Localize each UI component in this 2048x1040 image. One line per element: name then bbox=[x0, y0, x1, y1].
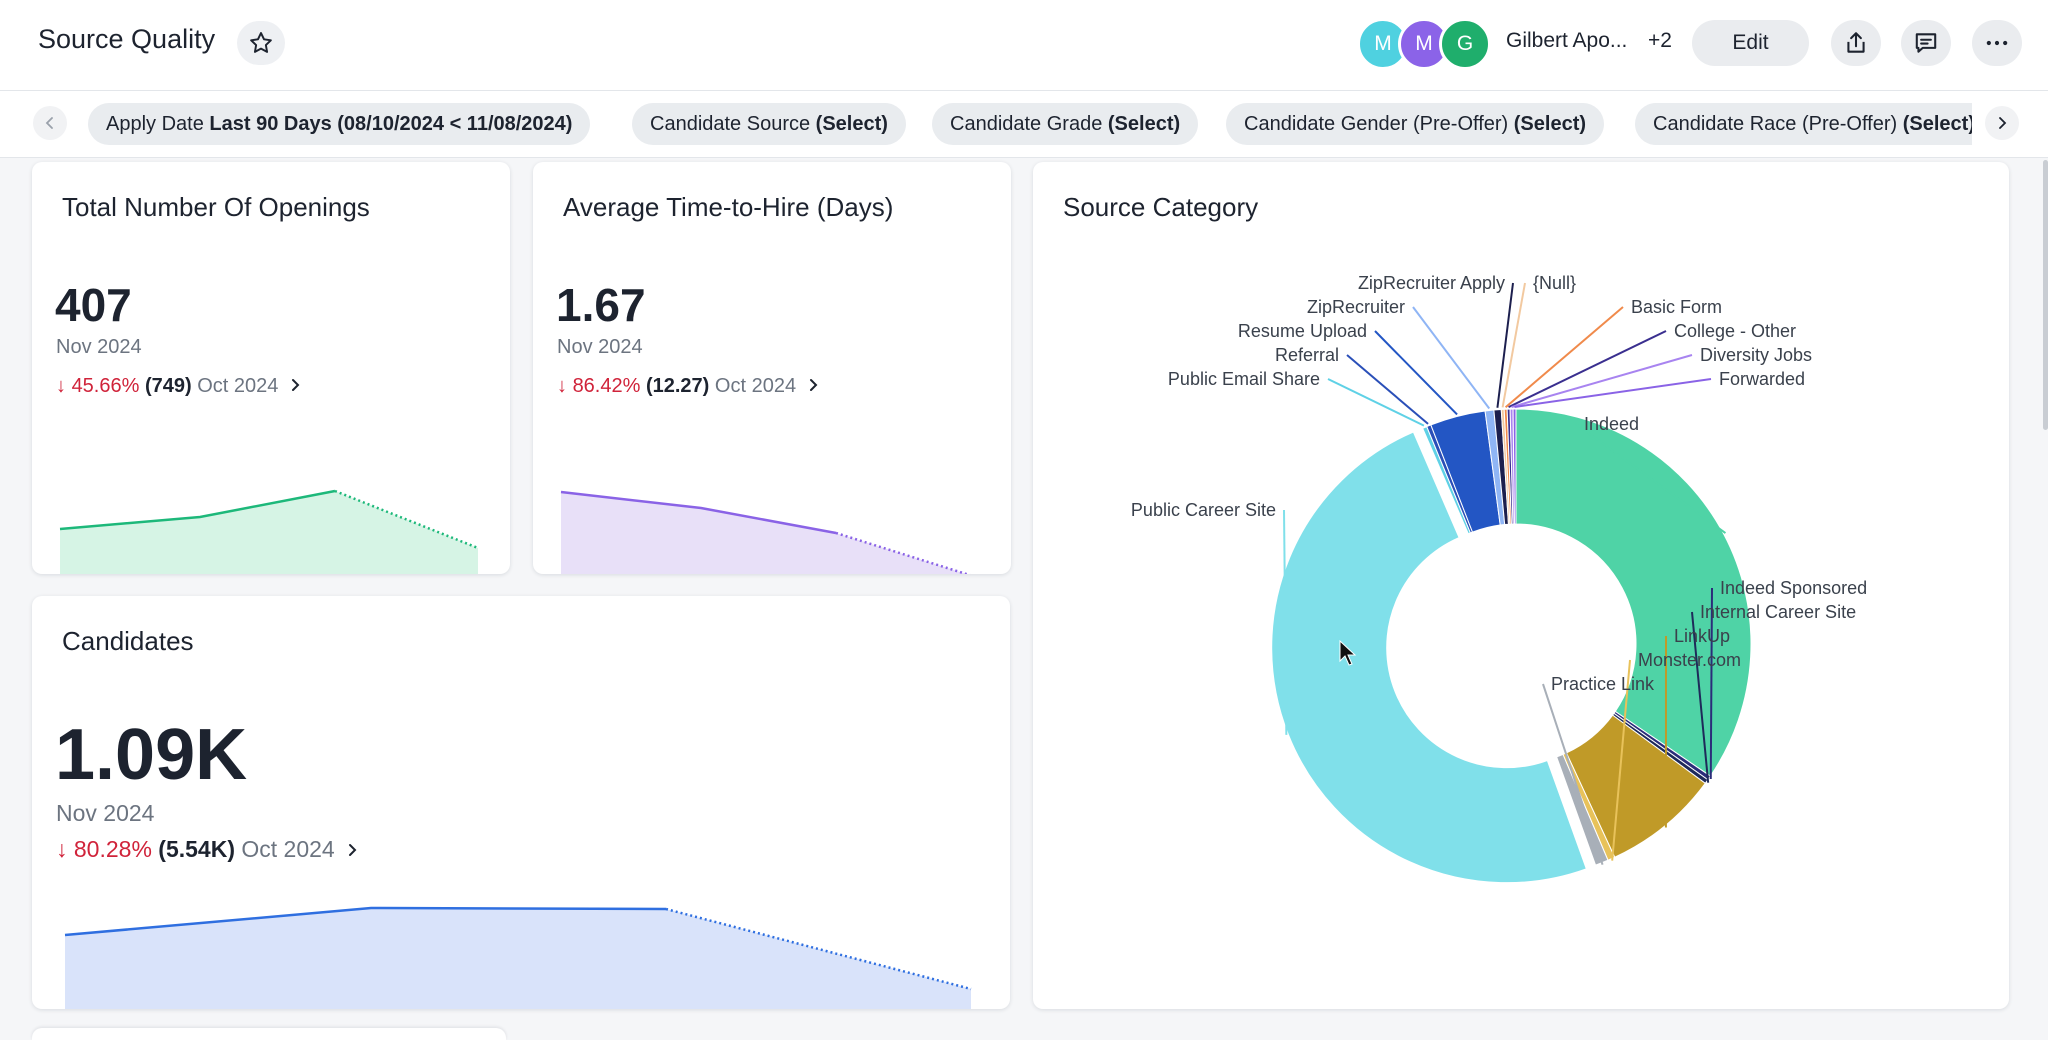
donut-leader-line bbox=[1515, 379, 1711, 407]
filter-chip-candidate-grade[interactable]: Candidate Grade (Select) bbox=[932, 103, 1198, 145]
donut-leader-line bbox=[1347, 355, 1428, 424]
filter-chips: Apply Date Last 90 Days (08/10/2024 < 11… bbox=[86, 103, 1972, 147]
kpi-value: 1.67 bbox=[556, 278, 646, 332]
share-button[interactable] bbox=[1831, 20, 1881, 66]
kpi-value: 1.09K bbox=[55, 714, 247, 796]
donut-label-public-career-site: Public Career Site bbox=[1131, 500, 1276, 520]
card-title: Average Time-to-Hire (Days) bbox=[563, 192, 893, 223]
donut-label-ziprecruiter-apply: ZipRecruiter Apply bbox=[1358, 273, 1505, 293]
sparkline-area bbox=[561, 492, 979, 574]
chevron-right-icon bbox=[808, 375, 820, 398]
sparkline-time-to-hire bbox=[533, 412, 1011, 574]
source-category-donut-chart[interactable]: Indeed Indeed Sponsored Internal Career Si… bbox=[1033, 162, 2009, 1009]
kpi-period: Nov 2024 bbox=[56, 800, 154, 827]
comment-button[interactable] bbox=[1901, 20, 1951, 66]
more-icon bbox=[1983, 29, 2011, 57]
donut-label-indeed-sponsored: Indeed Sponsored bbox=[1720, 578, 1867, 598]
page-scrollbar[interactable] bbox=[2043, 160, 2048, 430]
donut-label-resume-upload: Resume Upload bbox=[1238, 321, 1367, 341]
sparkline-openings bbox=[32, 412, 510, 574]
card-candidates[interactable]: Candidates 1.09K Nov 2024 ↓ 80.28% (5.54… bbox=[32, 596, 1010, 1009]
favorite-button[interactable] bbox=[237, 21, 285, 65]
donut-label-internal-career-site: Internal Career Site bbox=[1700, 602, 1856, 622]
star-icon bbox=[248, 30, 274, 56]
chevron-right-icon bbox=[1994, 115, 2010, 131]
filter-chip-candidate-source[interactable]: Candidate Source (Select) bbox=[632, 103, 906, 145]
donut-label-monster-com: Monster.com bbox=[1638, 650, 1741, 670]
sparkline-candidates bbox=[32, 876, 1010, 1009]
donut-label-referral: Referral bbox=[1275, 345, 1339, 365]
kpi-value: 407 bbox=[55, 278, 132, 332]
kpi-change[interactable]: ↓ 86.42% (12.27) Oct 2024 bbox=[557, 375, 820, 398]
share-icon bbox=[1843, 30, 1869, 56]
donut-label-diversity-jobs: Diversity Jobs bbox=[1700, 345, 1812, 365]
donut-label-indeed: Indeed bbox=[1584, 414, 1639, 434]
more-users-count[interactable]: +2 bbox=[1648, 29, 1672, 53]
card-total-openings[interactable]: Total Number Of Openings 407 Nov 2024 ↓ … bbox=[32, 162, 510, 574]
donut-leader-line bbox=[1375, 331, 1457, 414]
donut-label-linkup: LinkUp bbox=[1674, 626, 1730, 646]
down-arrow-icon: ↓ bbox=[56, 375, 66, 397]
more-options-button[interactable] bbox=[1972, 20, 2022, 66]
donut-label-basic-form: Basic Form bbox=[1631, 297, 1722, 317]
edit-button[interactable]: Edit bbox=[1692, 20, 1809, 66]
donut-slice-indeed[interactable] bbox=[1516, 409, 1751, 776]
donut-label-college-other: College - Other bbox=[1674, 321, 1796, 341]
chevron-right-icon bbox=[347, 836, 359, 863]
comment-icon bbox=[1913, 30, 1939, 56]
donut-label-practice-link: Practice Link bbox=[1551, 674, 1655, 694]
down-arrow-icon: ↓ bbox=[557, 375, 567, 397]
card-average-time-to-hire[interactable]: Average Time-to-Hire (Days) 1.67 Nov 202… bbox=[533, 162, 1011, 574]
filter-bar: Apply Date Last 90 Days (08/10/2024 < 11… bbox=[0, 91, 2048, 158]
donut-label-forwarded: Forwarded bbox=[1719, 369, 1805, 389]
filter-chip-apply-date[interactable]: Apply Date Last 90 Days (08/10/2024 < 11… bbox=[88, 103, 590, 145]
filters-scroll-right-button[interactable] bbox=[1985, 106, 2019, 140]
filters-scroll-left-button[interactable] bbox=[33, 106, 67, 140]
next-card-edge bbox=[32, 1028, 506, 1040]
owner-name[interactable]: Gilbert Apo... bbox=[1506, 29, 1627, 53]
down-arrow-icon: ↓ bbox=[56, 836, 68, 862]
donut-leader-line bbox=[1413, 307, 1489, 409]
avatar[interactable]: G bbox=[1439, 18, 1491, 70]
kpi-period: Nov 2024 bbox=[56, 336, 142, 359]
chevron-left-icon bbox=[42, 115, 58, 131]
card-title: Total Number Of Openings bbox=[62, 192, 370, 223]
kpi-period: Nov 2024 bbox=[557, 336, 643, 359]
donut-label-ziprecruiter: ZipRecruiter bbox=[1307, 297, 1405, 317]
donut-label-null: {Null} bbox=[1533, 273, 1576, 293]
filter-chip-candidate-race[interactable]: Candidate Race (Pre-Offer) (Select) bbox=[1635, 103, 1972, 145]
kpi-change[interactable]: ↓ 80.28% (5.54K) Oct 2024 bbox=[56, 836, 359, 863]
chevron-right-icon bbox=[290, 375, 302, 398]
kpi-change[interactable]: ↓ 45.66% (749) Oct 2024 bbox=[56, 375, 302, 398]
card-title: Candidates bbox=[62, 626, 194, 657]
donut-leader-line bbox=[1328, 379, 1424, 426]
top-header: Source Quality M M G Gilbert Apo... +2 E… bbox=[0, 0, 2048, 91]
page-title: Source Quality bbox=[38, 24, 215, 55]
filter-chip-candidate-gender[interactable]: Candidate Gender (Pre-Offer) (Select) bbox=[1226, 103, 1604, 145]
donut-label-public-email-share: Public Email Share bbox=[1168, 369, 1320, 389]
